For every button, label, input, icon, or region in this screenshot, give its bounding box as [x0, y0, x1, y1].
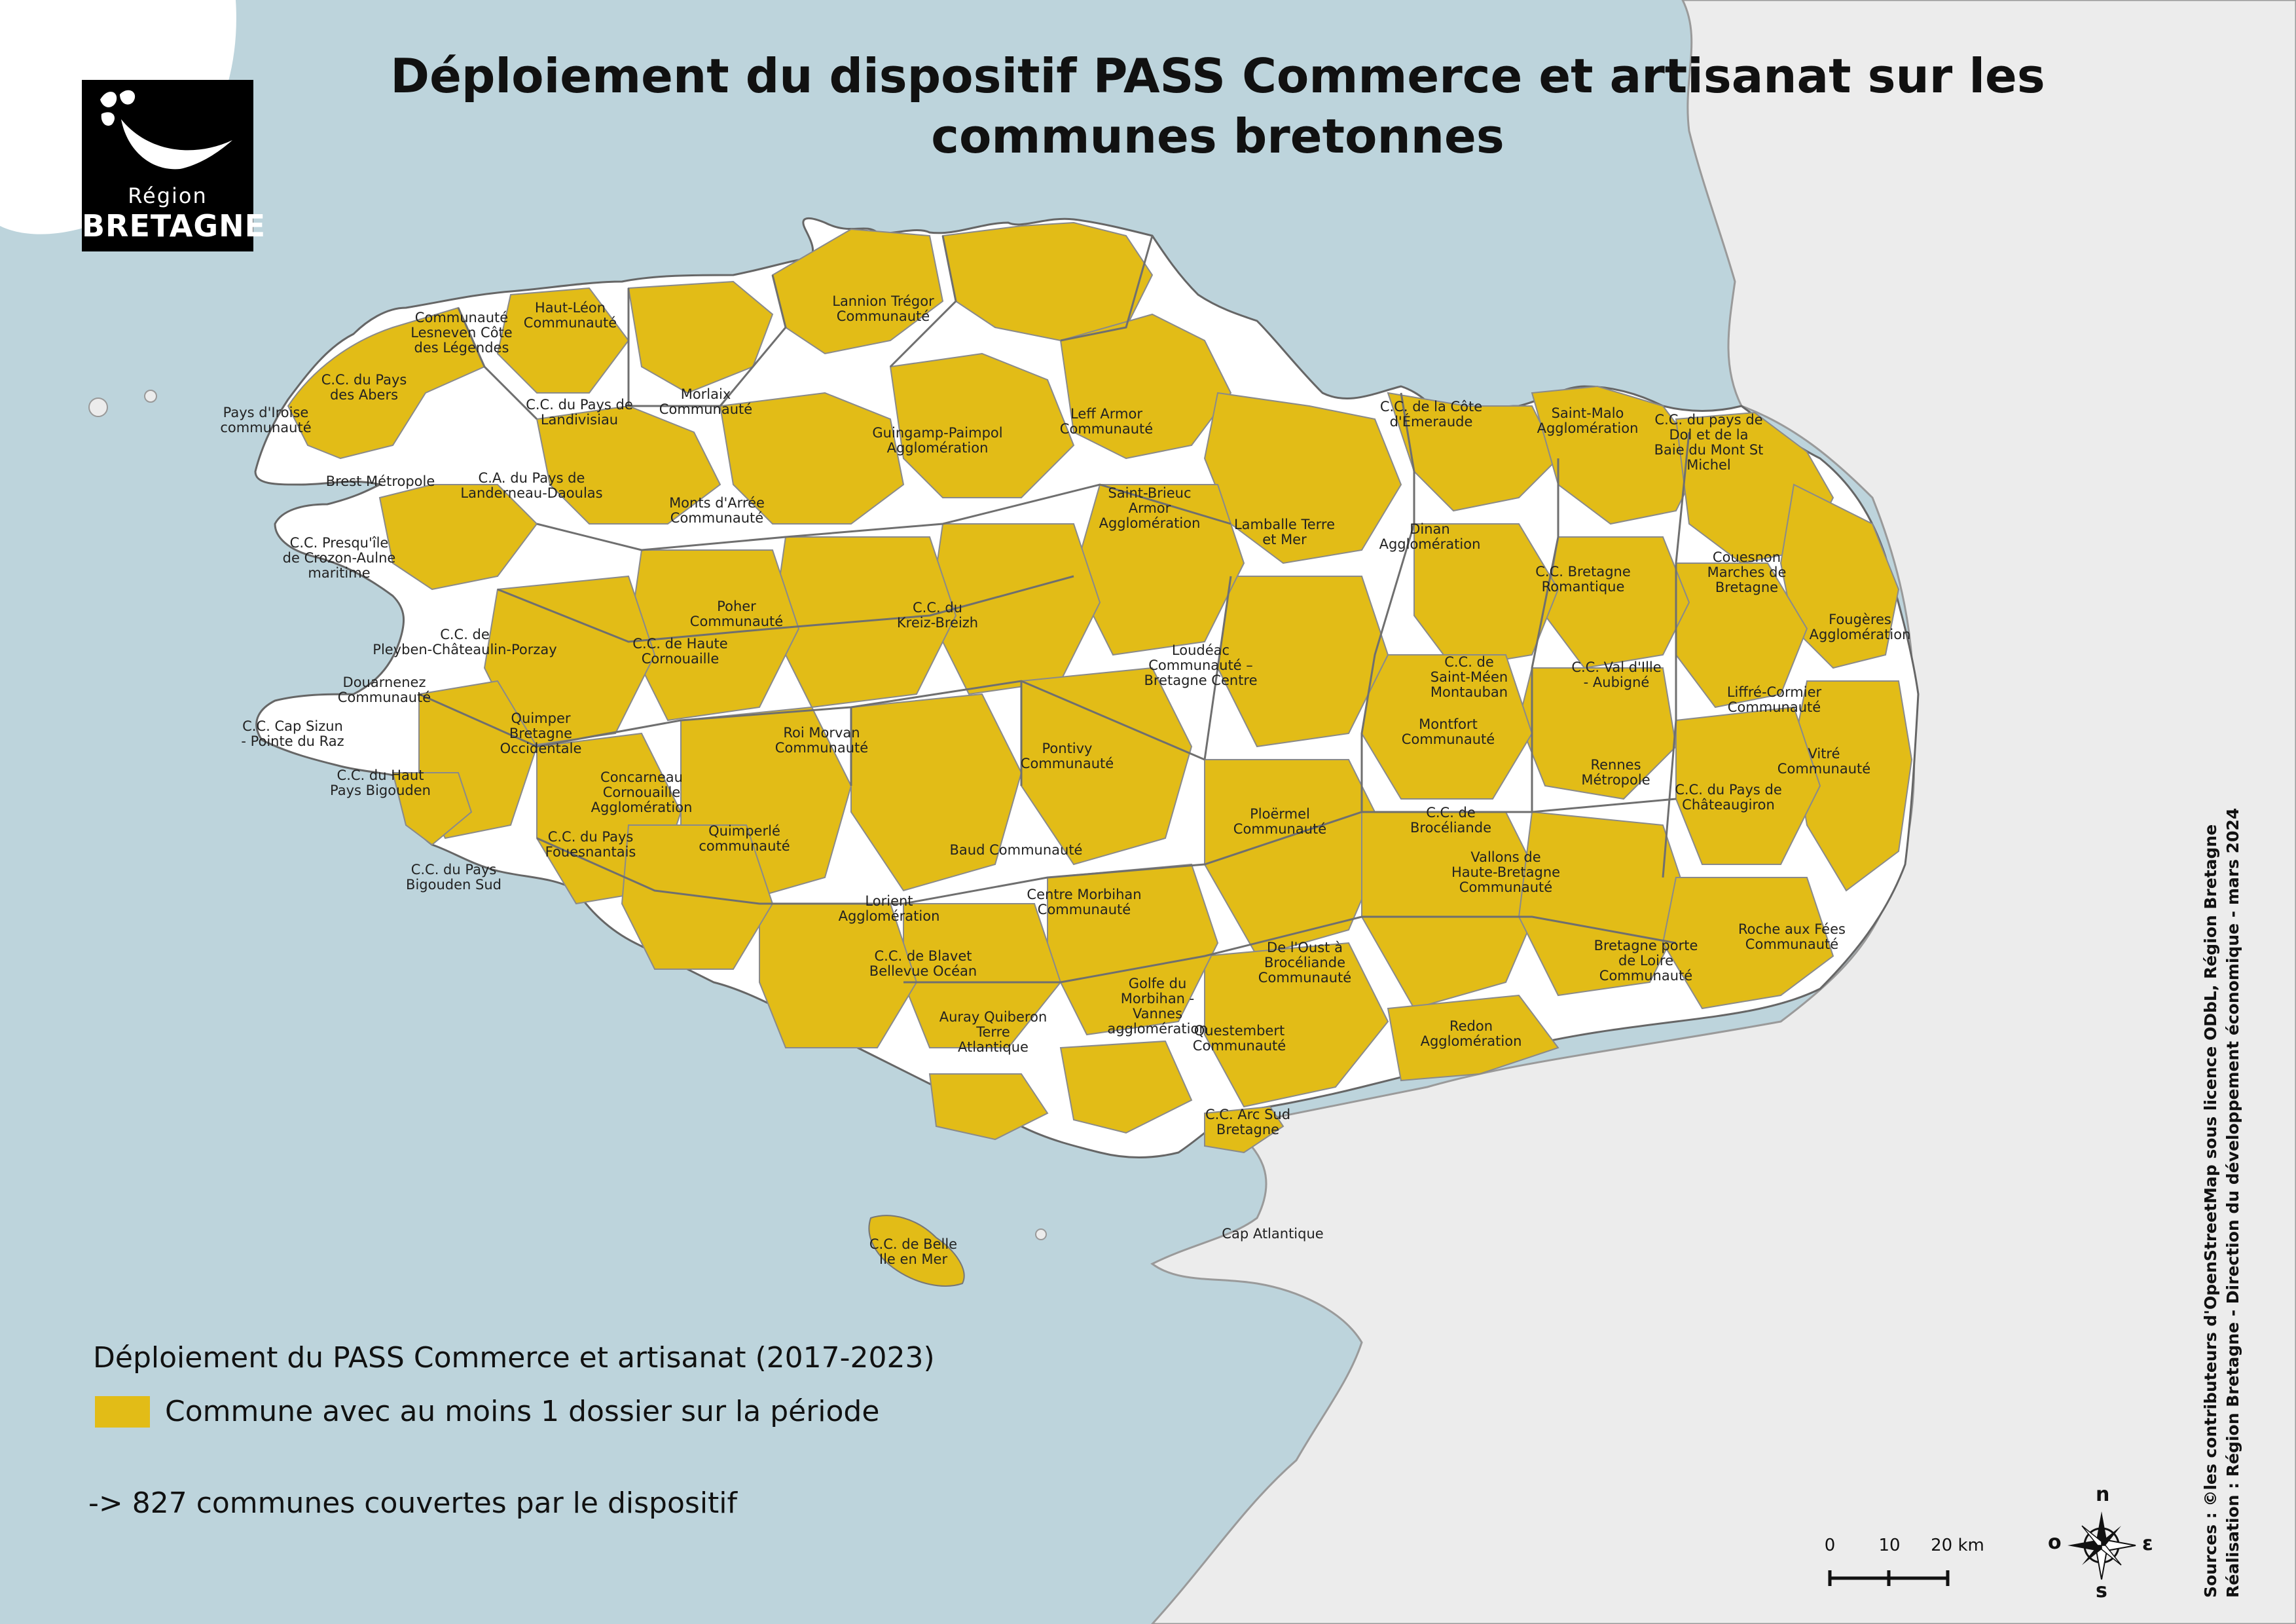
- epci-label: Liffré-Cormier Communauté: [1726, 684, 1822, 715]
- scale-label-10: 10: [1878, 1536, 1901, 1555]
- epci-label: C.C. Presqu'île de Crozon-Aulne maritime: [282, 535, 396, 581]
- epci-label: Couesnon Marches de Bretagne: [1707, 549, 1787, 595]
- epci-label: Rennes Métropole: [1581, 757, 1650, 788]
- epci-label: C.C. de Brocéliande: [1410, 805, 1491, 836]
- epci-label: C.C. du Pays Fouesnantais: [545, 829, 636, 860]
- epci-label: Baud Communauté: [949, 842, 1083, 858]
- epci-label: C.C. du Pays des Abers: [321, 372, 407, 403]
- epci-label: Leff Armor Communauté: [1059, 406, 1154, 437]
- compass-north: n: [2096, 1483, 2110, 1506]
- epci-label: C.C. Arc Sud Bretagne: [1205, 1107, 1291, 1137]
- epci-label: C.C. du Haut Pays Bigouden: [330, 767, 431, 798]
- epci-label: Lannion Trégor Communauté: [832, 293, 934, 324]
- map-title: Déploiement du dispositif PASS Commerce …: [390, 48, 2045, 164]
- epci-label: Loudéac Communauté – Bretagne Centre: [1144, 642, 1258, 688]
- epci-label: Quimper Bretagne Occidentale: [500, 710, 582, 756]
- epci-label: C.C. du pays de Dol et de la Baie du Mon…: [1654, 412, 1764, 473]
- epci-label: Saint-Brieuc Armor Agglomération: [1099, 485, 1201, 531]
- epci-label: Fougères Agglomération: [1809, 612, 1911, 642]
- epci-label: C.C. du Kreiz-Breizh: [896, 600, 979, 631]
- epci-label: De l'Oust à Brocéliande Communauté: [1258, 940, 1352, 986]
- epci-label: Guingamp-Paimpol Agglomération: [872, 425, 1003, 456]
- epci-label: C.C. de Haute Cornouaille: [632, 636, 728, 667]
- region-bretagne-logo: Région BRETAGNE: [82, 80, 266, 251]
- compass-south: s: [2096, 1579, 2107, 1602]
- ermine-bird-icon: [100, 90, 232, 170]
- neighbouring-land: [1150, 0, 2296, 1624]
- compass-icon: [2068, 1511, 2136, 1580]
- sources-credits: Sources : ©les contributeurs d'OpenStree…: [2200, 808, 2244, 1598]
- epci-label: Pays d'Iroise communauté: [220, 405, 312, 435]
- epci-label: Quimperlé communauté: [699, 823, 790, 854]
- sources-line: Sources : ©les contributeurs d'OpenStree…: [2201, 824, 2220, 1598]
- epci-label: Concarneau Cornouaille Agglomération: [591, 769, 693, 815]
- epci-label: Lorient Agglomération: [838, 893, 940, 924]
- epci-label: Ploërmel Communauté: [1233, 806, 1327, 837]
- compass-east: ε: [2142, 1532, 2153, 1555]
- epci-label: Morlaix Communauté: [659, 386, 753, 417]
- covered-communes: [287, 221, 1913, 1154]
- epci-label: Dinan Agglomération: [1379, 521, 1481, 552]
- epci-label: Golfe du Morbihan - Vannes agglomération: [1107, 976, 1208, 1037]
- epci-label: Bretagne porte de Loire Communauté: [1594, 938, 1698, 984]
- epci-label: Vallons de Haute-Bretagne Communauté: [1451, 849, 1561, 895]
- epci-label: Cap Atlantique: [1222, 1226, 1324, 1242]
- epci-label: Haut-Léon Communauté: [523, 300, 617, 331]
- epci-label: C.C. Val d'Ille - Aubigné: [1571, 659, 1662, 690]
- epci-label: C.C. Cap Sizun - Pointe du Raz: [241, 718, 344, 749]
- epci-label: Roche aux Fées Communauté: [1738, 921, 1846, 952]
- epci-label: Lamballe Terre et Mer: [1233, 517, 1336, 547]
- epci-label: C.C. du Pays de Landivisiau: [526, 397, 633, 428]
- logo-bretagne-text: BRETAGNE: [82, 208, 266, 244]
- epci-label: Douarnenez Communauté: [337, 674, 431, 705]
- epci-label: Vitré Communauté: [1777, 746, 1871, 777]
- epci-label: Questembert Communauté: [1192, 1023, 1286, 1054]
- belle-ile: [868, 1215, 965, 1287]
- epci-label: Monts d'Arrée Communauté: [669, 495, 765, 526]
- scale-line: [1828, 1570, 1950, 1586]
- logo-region-text: Région: [128, 183, 208, 208]
- epci-label: Poher Communauté: [689, 599, 784, 629]
- epci-label: Redon Agglomération: [1420, 1018, 1522, 1049]
- coverage-note: -> 827 communes couvertes par le disposi…: [88, 1486, 738, 1520]
- epci-label: Communauté Lesneven Côte des Légendes: [410, 310, 513, 356]
- epci-label: Brest Métropole: [325, 473, 435, 489]
- legend-title: Déploiement du PASS Commerce et artisana…: [93, 1341, 935, 1375]
- scale-label-0: 0: [1824, 1536, 1836, 1555]
- epci-label: Pontivy Communauté: [1020, 741, 1114, 771]
- legend-item-covered: Commune avec au moins 1 dossier sur la p…: [165, 1395, 880, 1428]
- epci-label: C.A. du Pays de Landerneau-Daoulas: [460, 470, 603, 501]
- epci-label: C.C. Bretagne Romantique: [1535, 564, 1631, 595]
- epci-label: Saint-Malo Agglomération: [1537, 405, 1639, 436]
- epci-label: Montfort Communauté: [1401, 716, 1495, 747]
- epci-label: C.C. du Pays Bigouden Sud: [406, 862, 501, 893]
- epci-label: C.C. de la Côte d'Émeraude: [1379, 399, 1483, 430]
- epci-label: C.C. de Saint-Méen Montauban: [1430, 654, 1508, 700]
- epci-label: C.C. de Pleyben-Châteaulin-Porzay: [373, 627, 557, 657]
- epci-label: C.C. du Pays de Châteaugiron: [1675, 782, 1782, 813]
- legend-swatch-covered: [95, 1396, 150, 1428]
- epci-label: Auray Quiberon Terre Atlantique: [939, 1009, 1048, 1055]
- scale-label-20: 20 km: [1931, 1536, 1984, 1555]
- epci-borders: [418, 235, 1690, 984]
- epci-label: Roi Morvan Communauté: [774, 725, 869, 756]
- epci-label: Centre Morbihan Communauté: [1027, 887, 1142, 917]
- epci-label: C.C. de Belle Ile en Mer: [869, 1236, 958, 1267]
- credits-line: Réalisation : Région Bretagne - Directio…: [2223, 807, 2242, 1598]
- compass-west: o: [2048, 1531, 2062, 1554]
- epci-label: C.C. de Blavet Bellevue Océan: [869, 948, 977, 979]
